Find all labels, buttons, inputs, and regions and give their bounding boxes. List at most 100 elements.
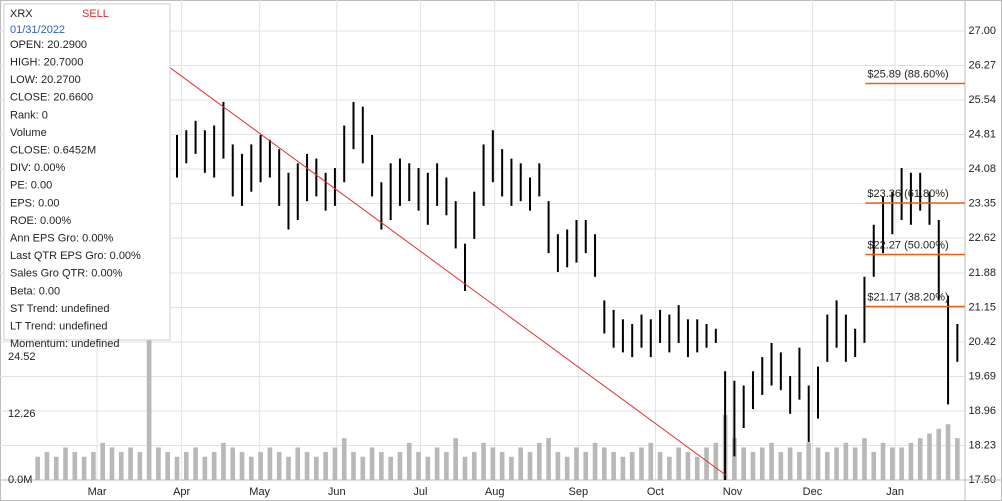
volume-bar: [797, 452, 802, 480]
volume-bar: [750, 452, 756, 480]
volume-bar: [471, 452, 477, 480]
volume-bar: [759, 447, 765, 480]
fib-label: $22.27 (50.00%): [867, 239, 948, 251]
volume-bar: [248, 456, 254, 480]
volume-bar: [481, 442, 486, 480]
volume-bar: [917, 438, 923, 480]
volume-bar: [611, 452, 616, 480]
info-line: Rank: 0: [10, 109, 48, 121]
y-tick-label: 25.54: [968, 94, 996, 106]
info-line: Volume: [10, 127, 47, 139]
info-line: Beta: 0.00: [10, 285, 60, 297]
y-tick-label: 21.88: [968, 267, 996, 279]
volume-bar: [35, 456, 40, 480]
volume-bar: [174, 456, 180, 480]
info-line: EPS: 0.00: [10, 197, 60, 209]
y-tick-label: 24.81: [968, 128, 996, 140]
volume-bar: [685, 452, 691, 480]
volume-bar: [927, 433, 932, 480]
y-tick-label: 21.15: [968, 301, 996, 313]
volume-bar: [379, 452, 384, 480]
volume-bar: [629, 452, 635, 480]
volume-bar: [91, 452, 96, 480]
volume-bar: [620, 456, 626, 480]
volume-bar: [462, 456, 468, 480]
volume-bar: [694, 456, 700, 480]
volume-bar: [369, 447, 375, 480]
x-tick-label: Jul: [413, 486, 427, 498]
volume-bar: [193, 447, 198, 480]
volume-bar: [880, 442, 886, 480]
volume-bar: [490, 447, 496, 480]
volume-tick-label: 12.26: [8, 408, 36, 420]
volume-bar: [704, 447, 709, 480]
x-tick-label: Oct: [647, 486, 664, 498]
volume-bar: [564, 456, 570, 480]
volume-bar: [323, 452, 328, 480]
volume-bar: [834, 447, 839, 480]
volume-bar: [862, 438, 867, 480]
volume-bar: [416, 452, 421, 480]
volume-bar: [546, 438, 551, 480]
volume-bar: [63, 447, 68, 480]
volume-bar: [713, 442, 719, 480]
volume-bar: [499, 452, 505, 480]
volume-bar: [945, 424, 951, 480]
volume-bar: [518, 447, 524, 480]
info-box: [3, 3, 171, 341]
x-tick-label: May: [249, 486, 270, 498]
volume-bar: [787, 447, 793, 480]
volume-bar: [221, 442, 226, 480]
y-tick-label: 27.00: [968, 25, 996, 37]
volume-bar: [202, 456, 208, 480]
volume-bar: [667, 456, 672, 480]
volume-bar: [304, 452, 310, 480]
fib-label: $25.89 (88.60%): [867, 68, 948, 80]
volume-bar: [44, 452, 50, 480]
volume-bar: [286, 456, 291, 480]
volume-bar: [824, 452, 830, 480]
volume-bar: [397, 452, 403, 480]
y-tick-label: 23.35: [968, 197, 996, 209]
volume-bar: [128, 447, 133, 480]
volume-bar: [843, 442, 849, 480]
volume-bar: [871, 452, 877, 480]
volume-bar: [648, 442, 654, 480]
info-line: OPEN: 20.2900: [10, 39, 87, 51]
volume-bar: [146, 312, 152, 480]
x-tick-label: Jan: [886, 486, 904, 498]
y-tick-label: 18.96: [968, 405, 996, 417]
volume-bar: [639, 447, 644, 480]
volume-bar: [536, 442, 542, 480]
volume-tick-label: 0.0M: [8, 474, 32, 486]
info-line: Last QTR EPS Gro: 0.00%: [10, 250, 141, 262]
volume-bar: [890, 447, 895, 480]
symbol: XRX: [10, 8, 33, 20]
volume-bar: [955, 438, 960, 480]
y-tick-label: 20.42: [968, 336, 996, 348]
volume-bar: [936, 428, 942, 480]
volume-bar: [899, 447, 904, 480]
volume-bar: [444, 452, 449, 480]
volume-bar: [81, 456, 87, 480]
info-line: LT Trend: undefined: [10, 321, 107, 333]
fib-label: $21.17 (38.20%): [867, 291, 948, 303]
volume-bar: [341, 438, 347, 480]
volume-bar: [908, 442, 914, 480]
volume-bar: [388, 456, 393, 480]
volume-bar: [555, 452, 561, 480]
volume-bar: [360, 456, 366, 480]
volume-bar: [425, 456, 431, 480]
volume-bar: [453, 438, 459, 480]
volume-bar: [351, 452, 356, 480]
x-tick-label: Aug: [485, 486, 505, 498]
info-line: ROE: 0.00%: [10, 215, 71, 227]
volume-bar: [156, 447, 161, 480]
volume-bar: [230, 447, 236, 480]
volume-bar: [118, 452, 124, 480]
volume-bar: [602, 447, 607, 480]
info-line: Momentum: undefined: [10, 338, 119, 350]
volume-bar: [314, 456, 319, 480]
